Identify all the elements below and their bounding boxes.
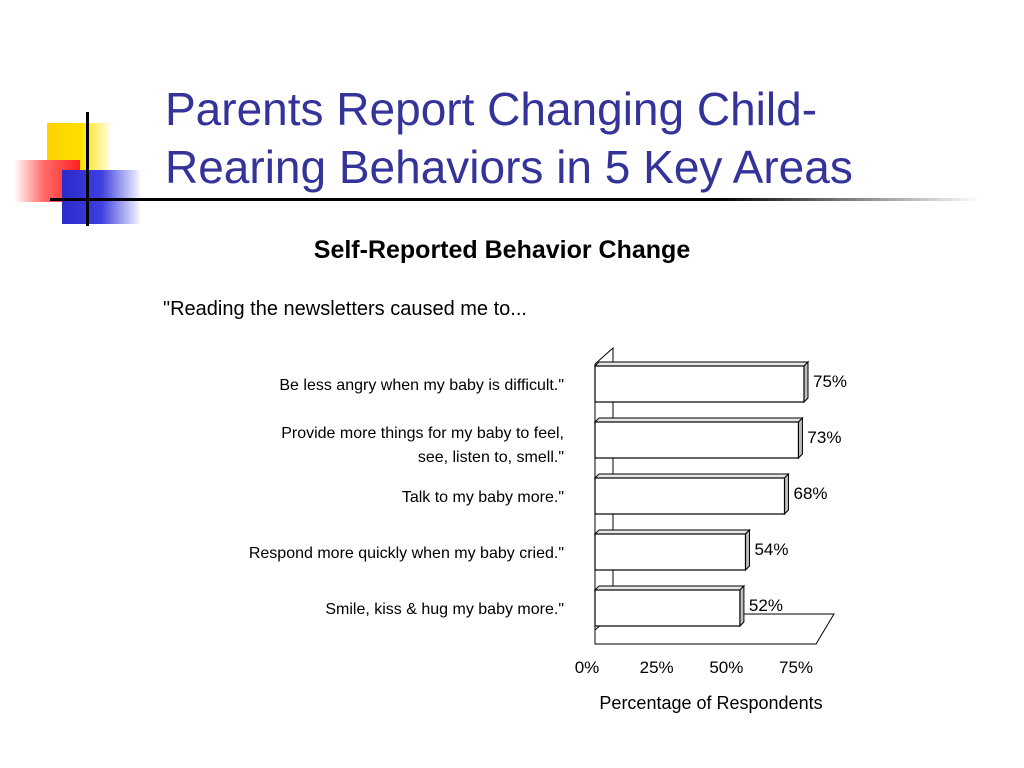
back-wall-line	[594, 346, 614, 614]
data-label-3: 68%	[793, 484, 827, 503]
bar-5	[594, 589, 741, 627]
bar-2-top	[593, 417, 804, 423]
bar-1-top	[593, 361, 810, 367]
bar-2	[594, 421, 800, 459]
bar-1	[594, 365, 805, 403]
x-axis-label: Percentage of Respondents	[599, 693, 822, 713]
category-label-3: Talk to my baby more."	[401, 489, 564, 506]
data-label-4: 54%	[754, 540, 788, 559]
bar-4	[594, 533, 747, 571]
slide-title: Parents Report Changing Child- Rearing B…	[165, 80, 1005, 196]
category-label-5: Smile, kiss & hug my baby more."	[325, 601, 564, 618]
decor-vertical-line	[86, 112, 89, 226]
bar-3	[594, 477, 786, 515]
category-label-2: Provide more things for my baby to feel,…	[281, 425, 564, 466]
bar-3-side	[783, 472, 789, 516]
chart-title: Self-Reported Behavior Change	[313, 236, 691, 264]
category-label-1: Be less angry when my baby is difficult.…	[279, 377, 564, 394]
category-label-4: Respond more quickly when my baby cried.…	[248, 545, 564, 562]
title-underline	[50, 198, 980, 201]
bar-3-top	[593, 473, 790, 479]
slide-title-line-2: Rearing Behaviors in 5 Key Areas	[165, 141, 853, 193]
chart-subtitle: "Reading the newsletters caused me to...	[163, 298, 527, 320]
bar-2-side	[797, 416, 803, 460]
data-label-5: 52%	[749, 596, 783, 615]
x-tick-label-3: 50%	[709, 658, 743, 677]
bar-5-side	[739, 584, 745, 628]
decor-blue-square	[62, 170, 140, 224]
x-tick-label-2: 25%	[640, 658, 674, 677]
data-label-1: 75%	[813, 372, 847, 391]
x-tick-label-1: 0%	[575, 658, 600, 677]
data-label-2: 73%	[807, 428, 841, 447]
x-tick-label-4: 75%	[779, 658, 813, 677]
slide-title-line-1: Parents Report Changing Child-	[165, 83, 818, 135]
